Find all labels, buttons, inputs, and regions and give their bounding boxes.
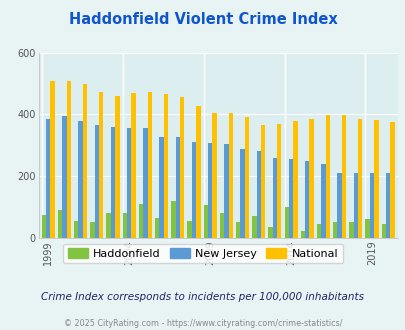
Bar (212, 113, 216, 238)
Bar (163, 94, 168, 238)
Bar (83, 84, 87, 238)
Bar (62, 116, 66, 238)
Bar (389, 122, 394, 238)
Bar (300, 231, 304, 238)
Text: Crime Index corresponds to incidents per 100,000 inhabitants: Crime Index corresponds to incidents per… (41, 292, 364, 302)
Bar (235, 221, 240, 238)
Bar (268, 227, 272, 238)
Bar (325, 115, 329, 238)
Bar (353, 173, 357, 238)
Text: Haddonfield Violent Crime Index: Haddonfield Violent Crime Index (68, 12, 337, 26)
Bar (74, 221, 78, 238)
Bar (364, 218, 369, 238)
Bar (260, 125, 264, 238)
Bar (240, 149, 244, 238)
Bar (320, 164, 325, 238)
Bar (357, 119, 361, 238)
Bar (196, 106, 200, 238)
Bar (50, 81, 55, 238)
Bar (115, 96, 119, 238)
Bar (122, 213, 127, 238)
Bar (219, 213, 224, 238)
Bar (288, 159, 292, 238)
Bar (90, 221, 94, 238)
Bar (171, 201, 175, 238)
Bar (106, 213, 111, 238)
Bar (348, 221, 353, 238)
Bar (94, 125, 99, 238)
Bar (207, 143, 212, 238)
Bar (127, 128, 131, 238)
Bar (58, 211, 62, 238)
Bar (66, 81, 71, 238)
Bar (309, 119, 313, 238)
Bar (252, 216, 256, 238)
Bar (46, 119, 50, 238)
Bar (341, 115, 345, 238)
Bar (179, 97, 184, 238)
Bar (111, 127, 115, 238)
Bar (369, 173, 373, 238)
Bar (139, 204, 143, 238)
Bar (224, 144, 228, 238)
Bar (284, 207, 288, 238)
Bar (187, 221, 191, 238)
Bar (155, 217, 159, 238)
Text: © 2025 CityRating.com - https://www.cityrating.com/crime-statistics/: © 2025 CityRating.com - https://www.city… (64, 319, 341, 328)
Bar (78, 121, 83, 238)
Bar (203, 205, 207, 238)
Bar (272, 157, 276, 238)
Bar (381, 224, 385, 238)
Bar (191, 142, 196, 238)
Bar (373, 120, 377, 238)
Bar (292, 121, 297, 238)
Bar (159, 137, 163, 238)
Bar (332, 222, 337, 238)
Bar (316, 224, 320, 238)
Bar (276, 124, 281, 238)
Bar (131, 93, 135, 238)
Bar (147, 92, 151, 238)
Bar (143, 128, 147, 238)
Legend: Haddonfield, New Jersey, National: Haddonfield, New Jersey, National (63, 244, 342, 263)
Bar (175, 137, 179, 238)
Bar (337, 173, 341, 238)
Bar (228, 113, 232, 238)
Bar (304, 161, 309, 238)
Bar (99, 92, 103, 238)
Bar (244, 117, 248, 238)
Bar (385, 173, 389, 238)
Bar (42, 214, 46, 238)
Bar (256, 151, 260, 238)
